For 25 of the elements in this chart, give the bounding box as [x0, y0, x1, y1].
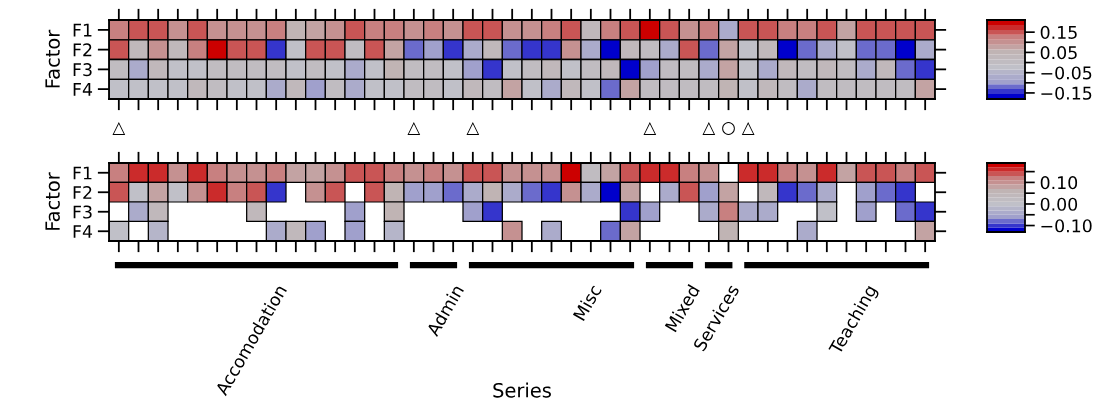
y-tick-label: F2: [73, 185, 92, 199]
text: △: [702, 122, 716, 135]
text: △: [407, 122, 421, 135]
text: ○: [722, 122, 735, 135]
y-tick-label: F4: [73, 225, 93, 238]
color-bar-label: −0.15: [1041, 86, 1092, 100]
text: △: [643, 122, 657, 135]
y-axis-title: Factor: [45, 172, 60, 230]
color-bar-label: 0.00: [1040, 197, 1078, 211]
y-tick-label: F1: [73, 23, 92, 37]
text: △: [466, 122, 480, 135]
color-bar-label: −0.05: [1041, 66, 1092, 80]
x-axis-title: Series: [493, 382, 551, 398]
color-bar-label: 0.15: [1040, 25, 1077, 39]
color-bar-label: 0.05: [1040, 46, 1077, 60]
y-tick-label: F4: [73, 83, 93, 96]
y-axis-title: Factor: [45, 29, 60, 88]
text: △: [112, 122, 126, 135]
y-tick-label: F3: [73, 205, 92, 219]
color-bar-label: −0.10: [1041, 219, 1092, 233]
color-bar-label: 0.10: [1040, 176, 1078, 190]
text: △: [741, 122, 755, 135]
y-tick-label: F1: [73, 166, 92, 180]
y-tick-label: F3: [73, 63, 92, 77]
y-tick-label: F2: [73, 43, 92, 57]
